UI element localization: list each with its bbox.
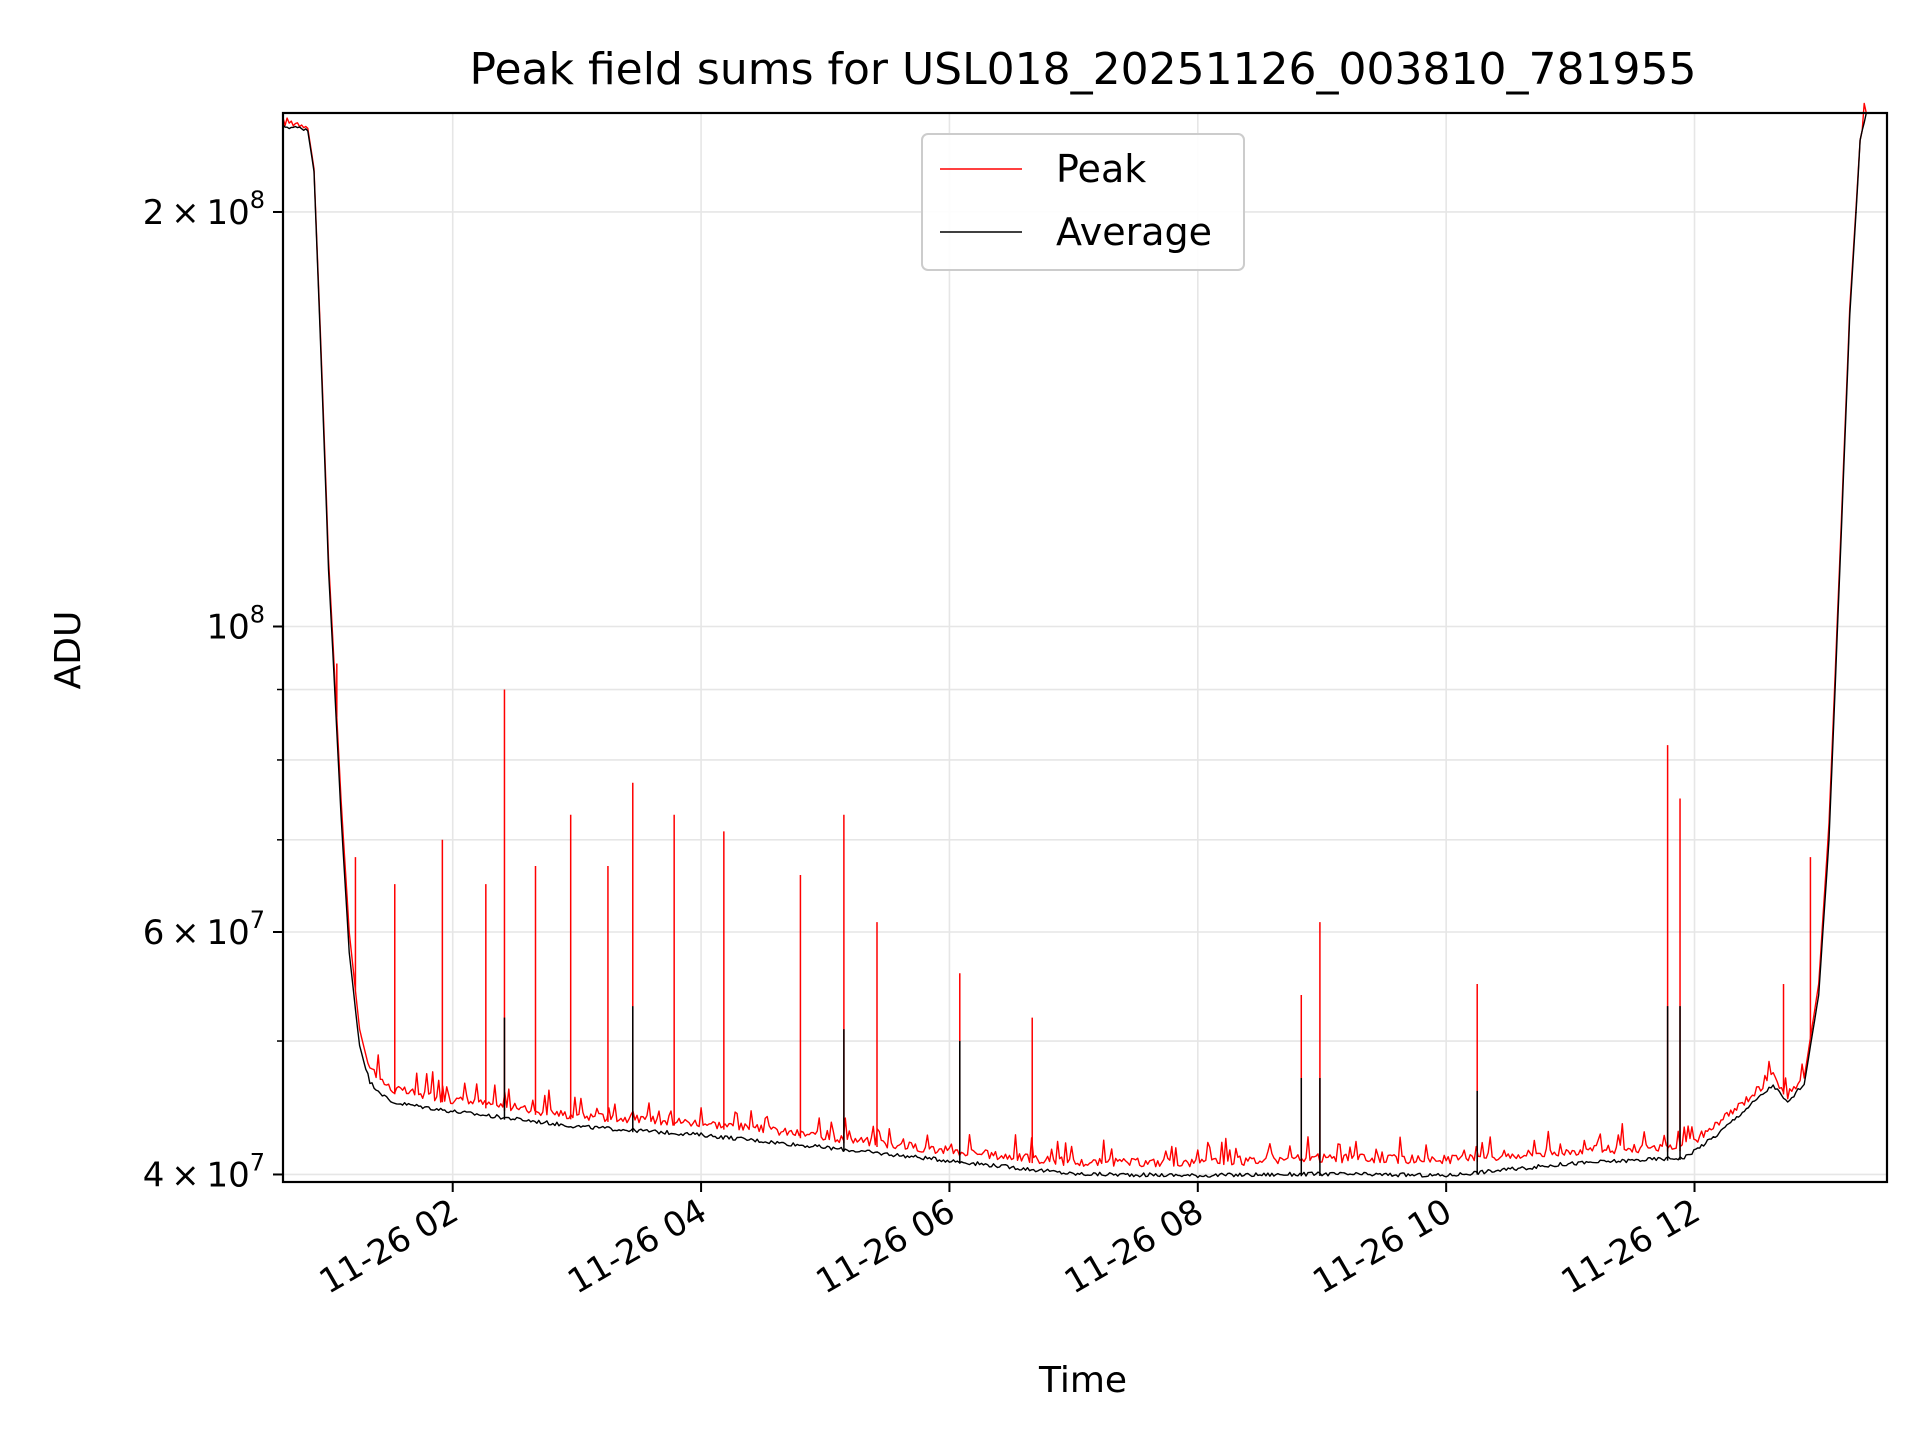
- legend: Peak Average: [921, 133, 1245, 271]
- legend-label-average: Average: [1056, 210, 1212, 254]
- series-peak: [282, 102, 1867, 1168]
- legend-label-peak: Peak: [1056, 147, 1146, 191]
- y-tick-label-1: 6 × 107: [143, 906, 265, 953]
- chart-title: Peak field sums for USL018_20251126_0038…: [470, 44, 1697, 95]
- y-axis-label: ADU: [48, 611, 89, 690]
- legend-box: [921, 133, 1245, 271]
- peak-line: [282, 102, 1867, 1168]
- y-tick-label-3: 2 × 108: [143, 186, 265, 233]
- y-axis-ticks: 4 × 107 6 × 107 108 2 × 108: [143, 186, 283, 1195]
- y-tick-label-0: 4 × 107: [143, 1148, 265, 1195]
- average-line: [282, 112, 1867, 1179]
- series-average: [282, 112, 1867, 1179]
- x-axis-label: Time: [1038, 1360, 1127, 1401]
- plot-series: [282, 102, 1867, 1179]
- plot-frame: [281, 111, 1889, 1184]
- y-tick-label-2: 108: [206, 601, 265, 648]
- grid: [283, 113, 1887, 1182]
